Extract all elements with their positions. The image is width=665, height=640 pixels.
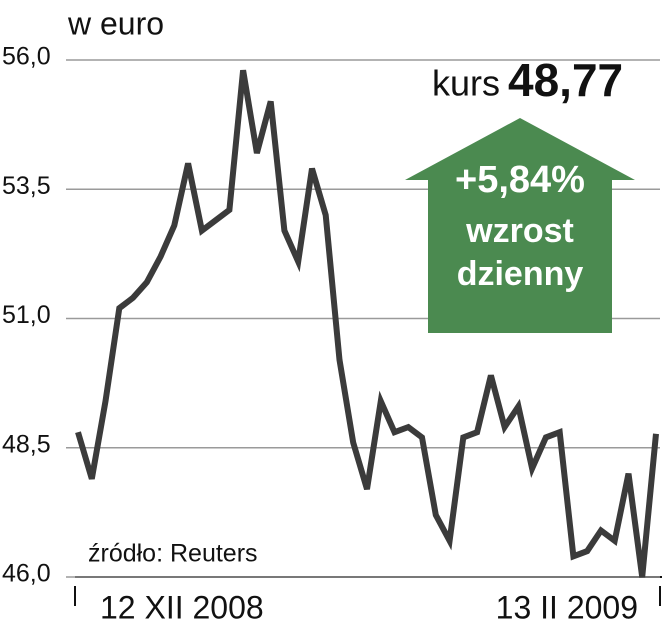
y-tick-label: 51,0 — [2, 301, 51, 329]
y-axis-label: w euro — [67, 5, 164, 41]
x-tick-label: 13 II 2009 — [496, 589, 638, 625]
kurs-value: 48,77 — [508, 54, 623, 106]
price-line — [75, 69, 659, 578]
kurs-label: kurs — [432, 63, 500, 104]
change-value: +5,84% — [455, 159, 585, 201]
y-tick-label: 53,5 — [2, 172, 51, 200]
y-tick-label: 46,0 — [2, 560, 51, 588]
change-text: dzienny — [457, 255, 584, 293]
x-tick-label: 12 XII 2008 — [100, 589, 264, 625]
change-badge: +5,84% wzrost dzienny — [405, 118, 635, 333]
y-tick-label: 56,0 — [2, 43, 51, 71]
arrow — [405, 118, 635, 333]
source-note: źródło: Reuters — [88, 540, 258, 568]
y-tick-label: 48,5 — [2, 430, 51, 458]
change-text: wzrost — [465, 212, 574, 250]
